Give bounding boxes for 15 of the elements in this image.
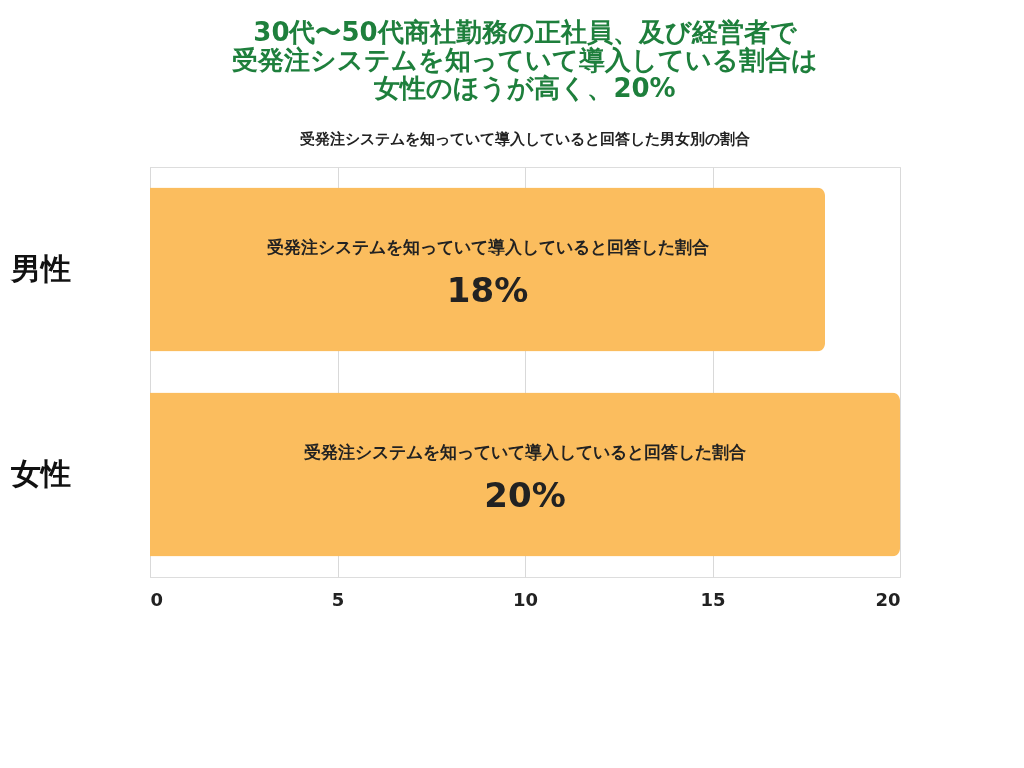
text: 受発注システムを知っていて導入している割合は (232, 45, 818, 75)
x-tick-label: 10 (512, 588, 539, 610)
data-label: 20% (484, 474, 566, 515)
text: 女性のほうが高く、20% (374, 73, 676, 103)
annotation: 受発注システムを知っていて導入していると回答した割合 (266, 236, 709, 257)
data-label: 18% (446, 269, 529, 310)
x-tick-label: 0 (150, 588, 164, 610)
y-tick-label: 男性 (9, 250, 71, 286)
x-tick-label: 15 (700, 588, 726, 610)
chart-subtitle: 受発注システムを知っていて導入していると回答した男女別の割合 (299, 130, 750, 148)
annotation: 受発注システムを知っていて導入していると回答した割合 (304, 441, 746, 462)
x-tick-label: 20 (875, 588, 901, 610)
y-tick-label: 女性 (9, 455, 71, 491)
text: 30代〜50代商社勤務の正社員、及び経営者で (253, 17, 797, 47)
x-tick-label: 5 (331, 588, 345, 610)
